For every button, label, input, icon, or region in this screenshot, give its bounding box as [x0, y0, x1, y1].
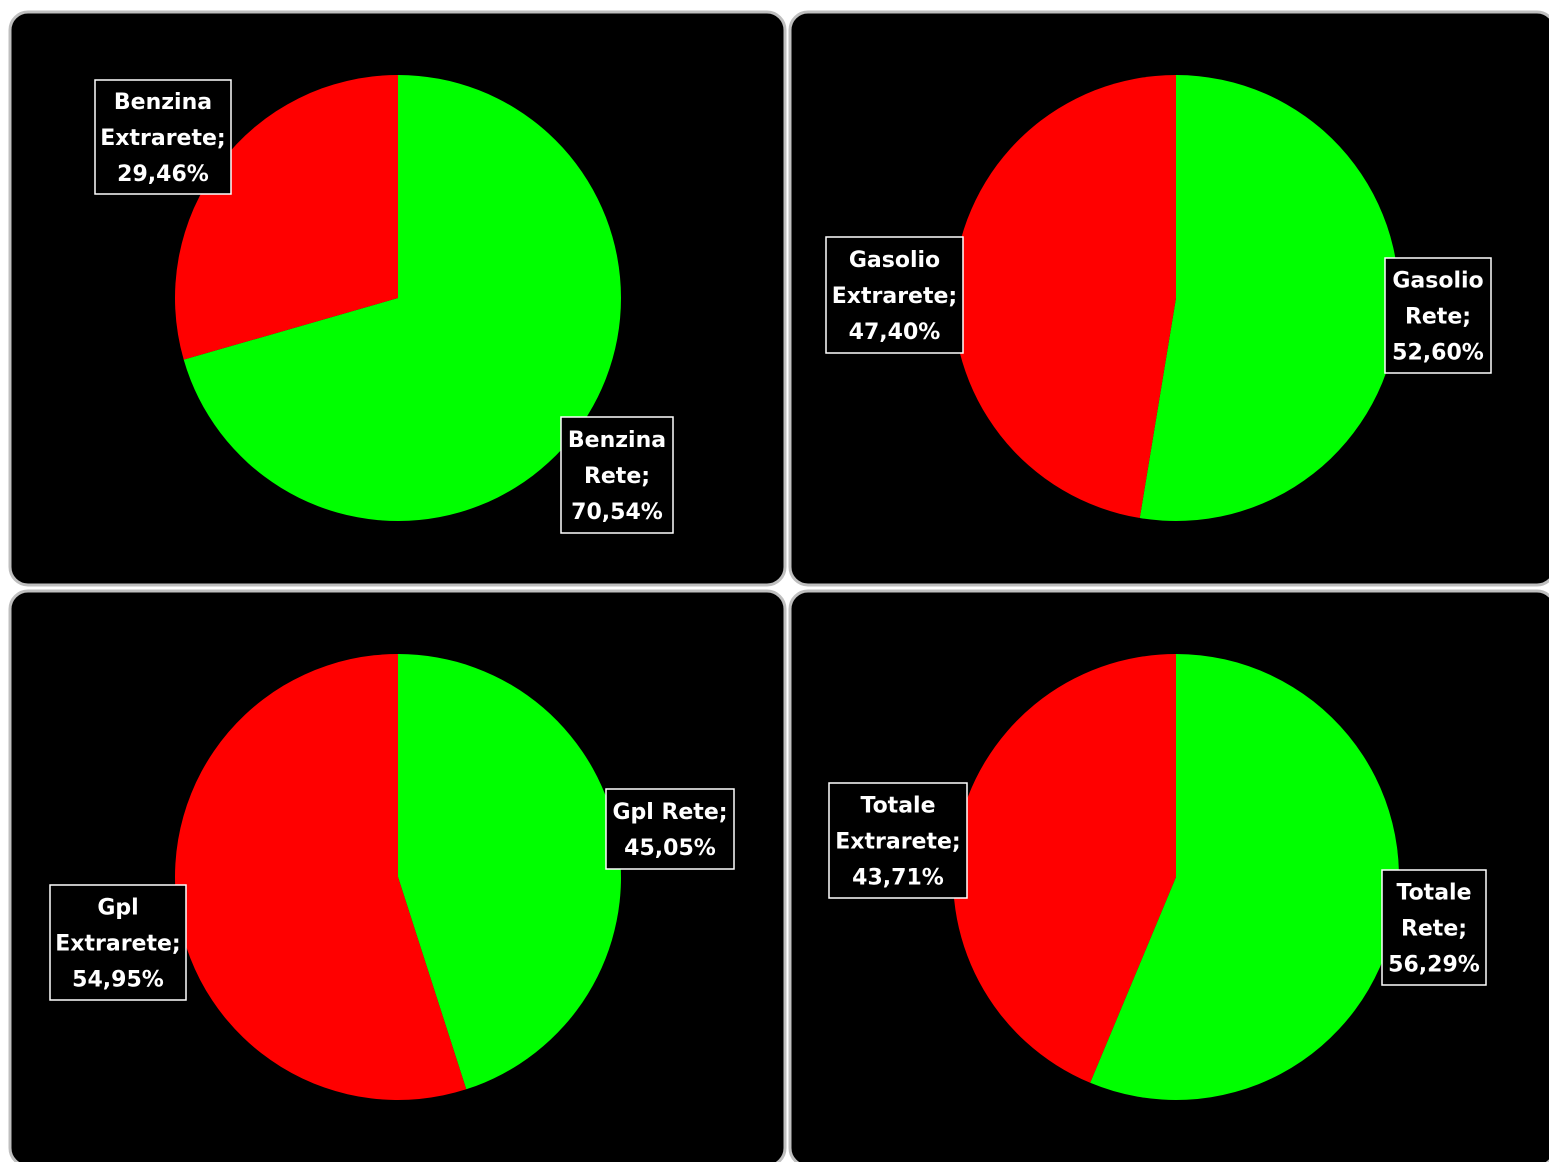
- data-label-line: 56,29%: [1388, 953, 1480, 978]
- data-label-gpl-extrarete: Gpl Extrarete; 54,95%: [49, 884, 187, 1001]
- pie-chart-3: Gpl Rete; 45,05% Gpl Extrarete; 54,95%: [8, 589, 787, 1162]
- data-label-box: [828, 782, 968, 899]
- data-label-line: 52,60%: [1392, 341, 1484, 366]
- data-label-line: 43,71%: [852, 866, 944, 891]
- data-label-box: [94, 79, 232, 195]
- data-label-line: Gasolio: [849, 248, 940, 273]
- pie-slice-gasolio-extrarete: [953, 75, 1176, 519]
- pie-slice-totale-extrarete: [952, 654, 1176, 1083]
- pie-chart-4: Totale Rete; 56,29% Totale Extrarete; 43,71%: [788, 589, 1549, 1162]
- data-label-box: [1381, 869, 1487, 986]
- pie-slice-benzina-extrarete: [175, 75, 398, 360]
- data-label-line: Gasolio: [1392, 269, 1483, 294]
- data-label-gasolio-extrarete: Gasolio Extrarete; 47,40%: [825, 236, 964, 354]
- data-label-line: Gpl: [97, 896, 138, 921]
- pie-slice-benzina-rete: [183, 75, 621, 521]
- data-label-line: Benzina: [568, 428, 666, 453]
- data-label-line: Gpl Rete;: [612, 800, 727, 825]
- data-label-line: 45,05%: [624, 836, 716, 861]
- data-label-box: [560, 416, 674, 534]
- pie-slice-gpl-extrarete: [174, 654, 467, 1100]
- pie-chart-2: Gasolio Rete; 52,60% Gasolio Extrarete; 47,40…: [788, 10, 1549, 587]
- data-label-line: Rete;: [1405, 305, 1471, 330]
- data-label-box: [605, 788, 735, 870]
- data-label-line: Rete;: [1401, 917, 1467, 942]
- data-label-gasolio-rete: Gasolio Rete; 52,60%: [1384, 257, 1492, 374]
- data-label-totale-extrarete: Totale Extrarete; 43,71%: [828, 782, 968, 899]
- data-label-line: Extrarete;: [100, 126, 225, 151]
- pie-slice-totale-rete: [1090, 654, 1399, 1100]
- data-label-line: Benzina: [114, 90, 212, 115]
- data-label-totale-rete: Totale Rete; 56,29%: [1381, 869, 1487, 986]
- pie-slice-gpl-rete: [398, 654, 621, 1090]
- data-label-line: Extrarete;: [835, 830, 960, 855]
- data-label-gpl-rete: Gpl Rete; 45,05%: [605, 788, 735, 870]
- data-label-line: 70,54%: [571, 500, 663, 525]
- data-label-box: [49, 884, 187, 1001]
- data-label-line: Extrarete;: [832, 284, 957, 309]
- data-label-line: 54,95%: [72, 968, 164, 993]
- data-label-line: 47,40%: [849, 320, 941, 345]
- data-label-line: Totale: [1396, 881, 1471, 906]
- data-label-benzina-rete: Benzina Rete; 70,54%: [560, 416, 674, 534]
- data-label-line: 29,46%: [117, 162, 209, 187]
- data-label-box: [825, 236, 964, 354]
- pie-slice-gasolio-rete: [1139, 75, 1400, 521]
- data-label-box: [1384, 257, 1492, 374]
- data-label-benzina-extrarete: Benzina Extrarete; 29,46%: [94, 79, 232, 195]
- data-label-line: Rete;: [584, 464, 650, 489]
- data-label-line: Extrarete;: [55, 932, 180, 957]
- data-label-line: Totale: [860, 794, 935, 819]
- pie-chart-1: Benzina Rete; 70,54% Benzina Extrarete; 29,46…: [8, 10, 787, 587]
